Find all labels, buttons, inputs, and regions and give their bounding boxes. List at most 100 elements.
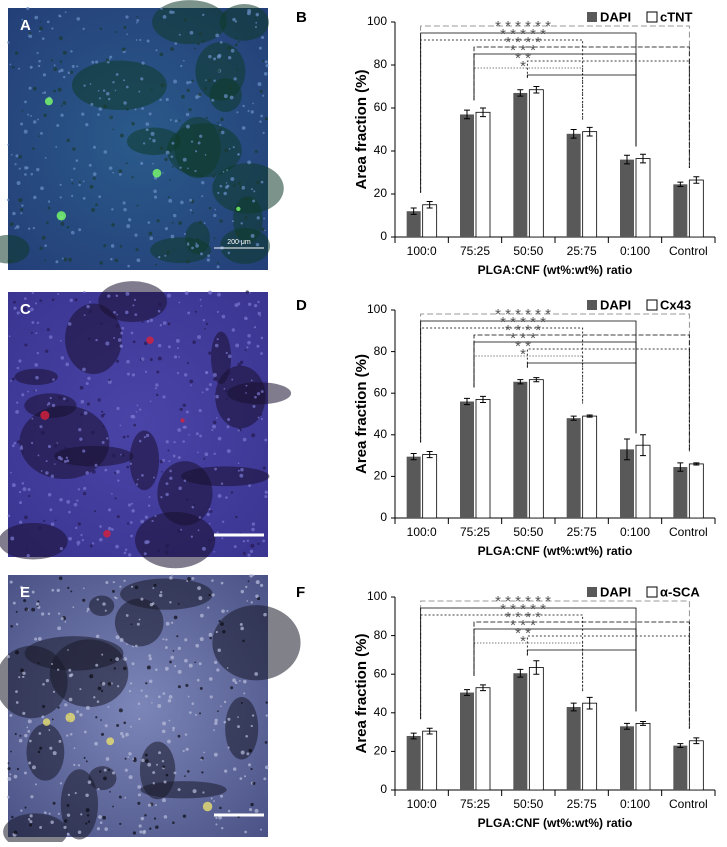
cell — [78, 183, 81, 187]
cell — [149, 602, 154, 607]
cell — [212, 420, 217, 425]
cell — [257, 542, 260, 546]
cell — [162, 321, 167, 325]
cell — [39, 299, 42, 302]
cell — [83, 411, 88, 415]
cell — [137, 793, 141, 797]
significance-stars: * * * * * * — [495, 593, 551, 610]
y-tick-label: 0 — [380, 510, 387, 524]
cell — [220, 581, 224, 585]
cell — [195, 95, 199, 99]
cell — [159, 52, 164, 57]
cell — [191, 702, 195, 705]
cell — [231, 220, 235, 223]
cell — [15, 701, 19, 704]
cell — [138, 408, 142, 411]
stain — [180, 418, 185, 423]
cell — [244, 349, 247, 352]
cell — [32, 147, 35, 150]
legend-label: DAPI — [600, 9, 631, 24]
cell — [202, 791, 205, 794]
cell — [265, 701, 268, 704]
cell — [14, 733, 17, 736]
significance-stars: * * — [515, 625, 531, 642]
cell — [222, 520, 225, 523]
cell — [29, 65, 33, 69]
cell — [157, 309, 161, 313]
cell — [69, 70, 74, 74]
cell — [184, 775, 186, 777]
cell — [212, 174, 216, 178]
cell — [202, 13, 205, 16]
cell — [90, 102, 94, 106]
x-tick-label: 100:0 — [407, 244, 437, 258]
cell — [199, 686, 203, 690]
cell — [126, 33, 128, 36]
cell — [78, 181, 81, 184]
cell — [248, 748, 253, 753]
cell — [112, 453, 116, 458]
cell — [19, 734, 22, 737]
error-bar — [533, 660, 540, 675]
cell — [209, 510, 213, 513]
cell — [19, 501, 23, 505]
dark-region — [0, 645, 68, 719]
stain — [146, 336, 154, 345]
cell — [58, 739, 62, 743]
cell — [54, 519, 57, 522]
error-bar — [410, 207, 417, 215]
y-axis-title: Area fraction (%) — [353, 354, 370, 474]
x-tick-label: 50:50 — [513, 797, 543, 811]
cell — [78, 228, 82, 232]
y-tick-label: 0 — [380, 782, 387, 796]
cell — [251, 433, 256, 438]
cell — [250, 724, 253, 728]
cell — [113, 311, 116, 314]
cell — [235, 343, 240, 348]
cell — [205, 79, 207, 81]
cell — [34, 302, 38, 305]
x-tick-label: 75:25 — [460, 797, 490, 811]
cell — [188, 108, 192, 112]
x-tick-label: Control — [669, 797, 708, 811]
cell — [170, 47, 175, 52]
cell — [77, 544, 79, 546]
cell — [138, 824, 142, 828]
cell — [135, 483, 139, 486]
cell — [114, 497, 117, 500]
cell — [120, 732, 124, 736]
cell — [188, 663, 193, 668]
cell — [131, 176, 134, 179]
cell — [10, 750, 12, 753]
error-bar — [480, 107, 486, 118]
cell — [256, 216, 260, 220]
scale-label: 200 μm — [227, 239, 251, 246]
cell — [115, 324, 120, 328]
cell — [215, 823, 218, 826]
cell — [24, 173, 27, 176]
significance-bracket — [473, 341, 637, 434]
cell — [154, 804, 157, 807]
cell — [35, 375, 39, 380]
cell — [262, 94, 265, 97]
cell — [34, 363, 39, 367]
cell — [137, 478, 139, 481]
cell — [128, 553, 132, 557]
cell — [144, 370, 148, 373]
cell — [153, 583, 157, 587]
y-axis-title: Area fraction (%) — [353, 633, 370, 753]
bar — [566, 418, 581, 518]
cell — [234, 20, 238, 23]
cell — [124, 768, 128, 772]
cell — [52, 751, 57, 756]
cell — [154, 515, 157, 518]
legend-swatch — [587, 12, 597, 22]
cell — [102, 602, 106, 606]
cell — [57, 293, 60, 296]
cell — [237, 469, 240, 472]
significance-bracket — [526, 348, 690, 452]
cell — [262, 539, 266, 543]
cell — [120, 453, 122, 456]
cell — [9, 63, 12, 66]
dark-region — [114, 598, 164, 647]
